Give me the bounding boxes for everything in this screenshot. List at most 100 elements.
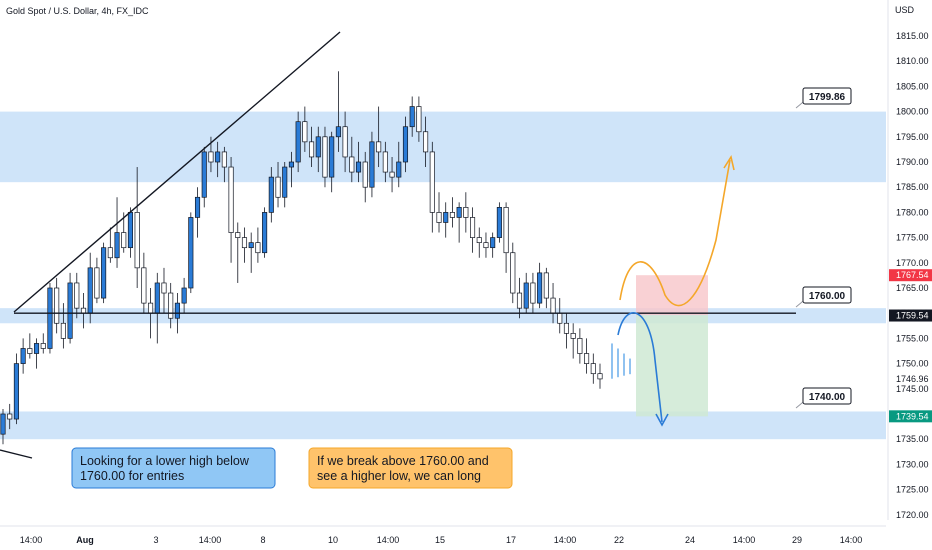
candle (215, 141, 221, 178)
candle (13, 353, 19, 425)
candle (241, 227, 248, 263)
candle (101, 242, 107, 304)
candle-body (33, 343, 40, 354)
candle-body (107, 247, 113, 259)
time-tick-label: 24 (685, 535, 695, 545)
candle-body (40, 343, 46, 349)
price-tick-label: 1770.00 (896, 258, 929, 268)
lower-trendline (0, 449, 33, 459)
candle (181, 277, 187, 314)
candle (470, 207, 476, 253)
orange-note-line: see a higher low, we can long (317, 469, 481, 483)
candle-body (597, 373, 603, 380)
candle-body (262, 212, 268, 254)
candle-body (94, 267, 100, 299)
candle (362, 151, 368, 203)
candle-body (423, 131, 429, 153)
candle-body (416, 106, 422, 133)
candle-body (436, 212, 442, 223)
candle-body (13, 363, 19, 420)
price-tick-label: 1780.00 (896, 207, 929, 217)
candle (201, 146, 207, 208)
support-resistance-zone (0, 111, 886, 183)
chart-title: Gold Spot / U.S. Dollar, 4h, FX_IDC (6, 6, 149, 16)
candle (537, 262, 543, 309)
candle (335, 71, 341, 152)
candle-body (563, 322, 570, 334)
candle-body (309, 141, 315, 158)
candle-body (369, 141, 375, 188)
time-tick-label: 14:00 (20, 535, 43, 545)
candle-body (268, 176, 274, 213)
candle (570, 323, 576, 359)
candle-body (335, 126, 341, 138)
candle-body (570, 333, 576, 339)
candles-layer (0, 71, 603, 445)
candle (382, 141, 388, 183)
price-tick-label: 1755.00 (896, 333, 929, 343)
candle (94, 257, 100, 304)
time-tick-label: 8 (260, 535, 265, 545)
candle (496, 202, 502, 243)
candle (369, 131, 375, 198)
candle (248, 232, 254, 273)
candle-body (7, 413, 13, 420)
candle-body (362, 161, 368, 188)
candle (54, 277, 60, 334)
candle (376, 106, 382, 168)
blue-note-box (71, 447, 276, 489)
time-tick-label: 17 (506, 535, 516, 545)
price-tick-label: 1730.00 (896, 459, 929, 469)
candle (389, 156, 395, 193)
candle-body (208, 151, 214, 163)
candle-body (174, 302, 180, 319)
time-tick-label: 3 (153, 535, 158, 545)
candle (268, 167, 274, 223)
candle (315, 126, 321, 173)
candle-body (302, 121, 308, 143)
price-tick-label: 1790.00 (896, 157, 929, 167)
candle-body (382, 151, 388, 173)
candle-body (510, 252, 516, 294)
candle-body (516, 292, 523, 309)
price-tick-label: 1800.00 (896, 107, 929, 117)
candle-body (148, 302, 154, 314)
callout-box (802, 286, 852, 304)
last-close-tag: 1746.96 (896, 374, 929, 384)
candle (456, 202, 462, 243)
candle-body (255, 242, 261, 254)
candle-body (402, 126, 409, 163)
candle (221, 146, 227, 183)
arrow-up-icon (723, 154, 735, 171)
price-tick-label: 1805.00 (896, 81, 929, 91)
bullish-scenario-path (619, 159, 731, 307)
candle (510, 242, 516, 304)
candle (584, 338, 590, 374)
candle (577, 328, 583, 364)
candle-body (141, 267, 147, 304)
candle-body (550, 297, 556, 314)
candle-body (87, 267, 93, 314)
price-tick-label: 1785.00 (896, 182, 929, 192)
candle-body (20, 348, 26, 364)
take-profit-box (636, 315, 708, 417)
candle-body (456, 207, 462, 218)
upper-box-tag-bg (889, 269, 932, 282)
price-tick-label: 1745.00 (896, 384, 929, 394)
callout-box (802, 387, 852, 405)
time-tick-label: 14:00 (377, 535, 400, 545)
price-tick-label: 1720.00 (896, 510, 929, 520)
candle (0, 408, 6, 445)
orange-note-box (308, 447, 513, 489)
candle (409, 96, 415, 137)
lower-box-tag: 1739.54 (896, 411, 929, 421)
candle (530, 272, 536, 314)
callout-box (802, 87, 852, 105)
candle (302, 106, 308, 152)
candle-body (376, 141, 382, 153)
candle (402, 116, 409, 173)
price-axis-layer: 1720.001725.001730.001735.001740.001745.… (887, 0, 932, 550)
level-callout: 1799.86 (795, 87, 852, 109)
